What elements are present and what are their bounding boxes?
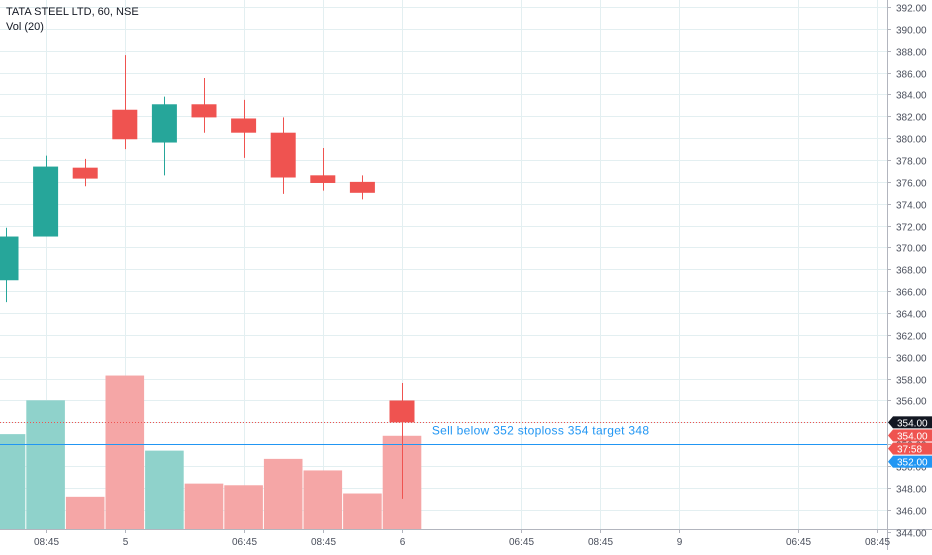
price-tick-label: 346.00 xyxy=(896,507,927,518)
price-badge-label: 354.00 xyxy=(897,418,928,429)
candle-body[interactable] xyxy=(310,175,336,183)
price-tick-label: 372.00 xyxy=(896,223,927,234)
price-tick-label: 348.00 xyxy=(896,485,927,496)
time-tick-label: 6 xyxy=(400,537,406,548)
time-tick-label: 08:45 xyxy=(34,537,59,548)
time-axis-panel[interactable] xyxy=(0,529,932,550)
time-tick-label: 06:45 xyxy=(786,537,811,548)
candle-body[interactable] xyxy=(72,167,98,179)
candle-body[interactable] xyxy=(0,236,19,281)
candle-body[interactable] xyxy=(270,132,296,178)
price-tick-label: 376.00 xyxy=(896,179,927,190)
time-tick-label: 08:45 xyxy=(588,537,613,548)
price-tick-label: 358.00 xyxy=(896,376,927,387)
time-tick-label: 08:45 xyxy=(865,537,890,548)
price-badge-label: 354.00 xyxy=(897,431,928,442)
volume-bar xyxy=(184,483,224,529)
volume-bar xyxy=(26,400,65,529)
chart-legend: TATA STEEL LTD, 60, NSE Vol (20) xyxy=(6,5,139,35)
price-tick-label: 364.00 xyxy=(896,310,927,321)
candle-body[interactable] xyxy=(231,118,257,133)
price-tick-label: 386.00 xyxy=(896,70,927,81)
volume-bar xyxy=(263,458,303,529)
volume-bar xyxy=(105,375,145,529)
candle-body[interactable] xyxy=(33,166,59,237)
price-badge-pointer xyxy=(888,455,893,468)
price-badge xyxy=(893,455,932,468)
time-tick-label: 06:45 xyxy=(232,537,257,548)
price-tick-label: 392.00 xyxy=(896,4,927,15)
time-tick-label: 06:45 xyxy=(509,537,534,548)
candle-body[interactable] xyxy=(112,109,138,140)
price-tick-label: 360.00 xyxy=(896,354,927,365)
price-tick-label: 344.00 xyxy=(896,529,927,540)
symbol-title[interactable]: TATA STEEL LTD, 60, NSE xyxy=(6,6,139,18)
price-badge xyxy=(893,416,932,429)
price-tick-label: 368.00 xyxy=(896,266,927,277)
time-tick-label: 08:45 xyxy=(311,537,336,548)
price-tick-label: 350.00 xyxy=(896,463,927,474)
price-tick-label: 370.00 xyxy=(896,244,927,255)
price-badge-pointer xyxy=(888,442,893,455)
price-badge-pointer xyxy=(888,429,893,442)
price-badge xyxy=(893,429,932,442)
price-badge xyxy=(893,442,932,455)
price-badge-label: 352.00 xyxy=(897,458,928,469)
volume-bar xyxy=(343,493,382,529)
volume-bar xyxy=(224,485,263,529)
trade-note-annotation[interactable]: Sell below 352 stoploss 354 target 348 xyxy=(432,423,650,437)
price-tick-label: 374.00 xyxy=(896,201,927,212)
candle-body[interactable] xyxy=(389,400,415,423)
volume-indicator-label[interactable]: Vol (20) xyxy=(6,21,44,33)
price-tick-label: 390.00 xyxy=(896,26,927,37)
volume-bar xyxy=(145,450,184,529)
price-tick-label: 384.00 xyxy=(896,91,927,102)
candle-body[interactable] xyxy=(191,104,217,118)
volume-bar xyxy=(0,434,26,529)
time-tick-label: 5 xyxy=(123,537,129,548)
price-tick-label: 388.00 xyxy=(896,48,927,59)
price-tick-label: 356.00 xyxy=(896,397,927,408)
volume-bar xyxy=(65,496,105,529)
price-tick-label: 380.00 xyxy=(896,135,927,146)
price-badge-label: 37:58 xyxy=(897,445,922,456)
volume-bar xyxy=(303,470,343,529)
candle-body[interactable] xyxy=(151,104,177,143)
candle-body[interactable] xyxy=(349,181,375,193)
time-tick-label: 9 xyxy=(677,537,683,548)
price-tick-label: 366.00 xyxy=(896,288,927,299)
price-tick-label: 382.00 xyxy=(896,113,927,124)
price-tick-label: 362.00 xyxy=(896,332,927,343)
price-tick-label: 378.00 xyxy=(896,157,927,168)
price-badge-pointer xyxy=(888,416,893,429)
